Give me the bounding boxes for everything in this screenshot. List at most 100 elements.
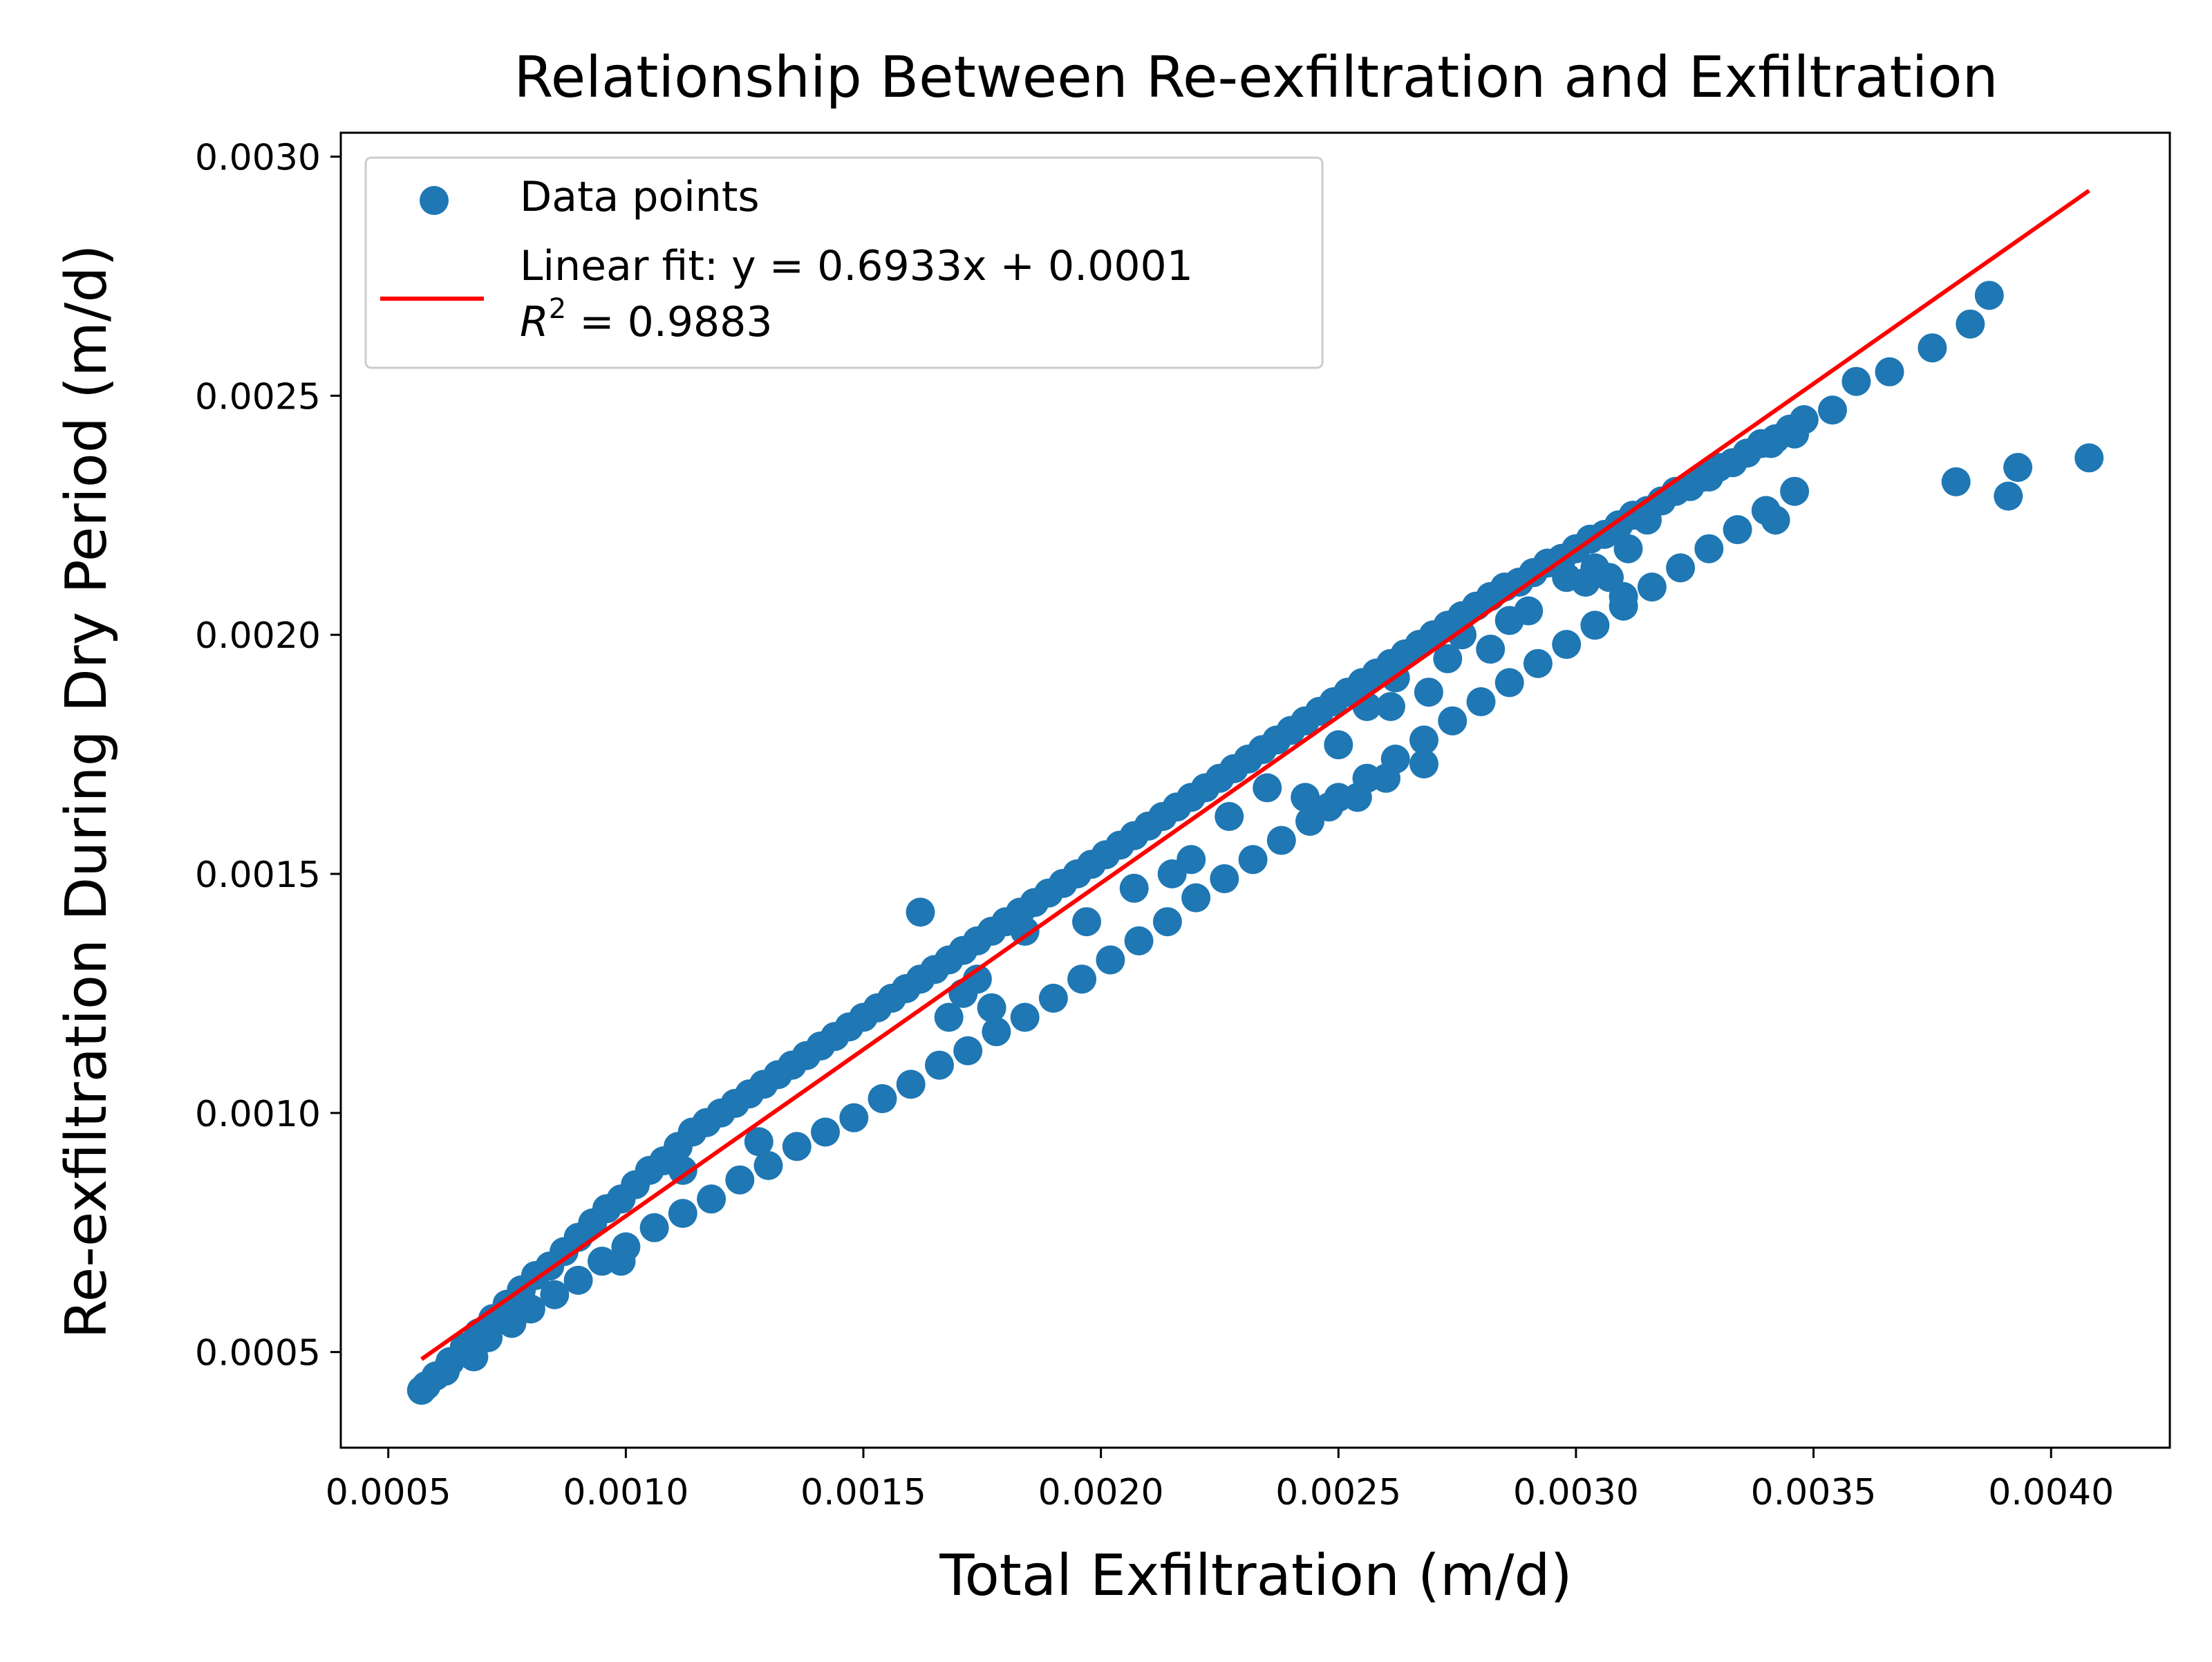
data-point — [1875, 357, 1904, 386]
data-point — [1666, 553, 1696, 583]
data-point — [1780, 419, 1810, 449]
y-tick-label: 0.0005 — [195, 1333, 321, 1374]
x-tick-label: 0.0015 — [800, 1472, 926, 1513]
data-point — [1609, 581, 1638, 611]
data-point — [1633, 505, 1662, 535]
data-point — [1181, 883, 1211, 913]
data-point — [1371, 763, 1400, 793]
plot-area-frame — [339, 131, 2171, 1449]
data-point — [1552, 630, 1582, 660]
data-point — [982, 1017, 1011, 1047]
data-point — [753, 1150, 783, 1180]
data-point — [1918, 333, 1947, 363]
data-point — [1723, 515, 1752, 545]
data-point — [1494, 668, 1524, 698]
data-point — [1613, 534, 1643, 563]
x-tick-label: 0.0035 — [1751, 1472, 1877, 1513]
data-point — [1956, 309, 1985, 339]
data-point — [1096, 945, 1125, 975]
x-tick-label: 0.0005 — [326, 1472, 451, 1513]
data-point — [1215, 802, 1244, 831]
legend: Data points Linear fit: y = 0.6933x + 0.… — [364, 156, 1324, 369]
data-point — [1409, 749, 1438, 778]
data-point — [1124, 926, 1154, 955]
data-point — [606, 1246, 636, 1276]
data-point — [839, 1103, 869, 1132]
x-tick-label: 0.0010 — [563, 1472, 688, 1513]
data-point — [516, 1294, 545, 1324]
data-point — [1694, 463, 1724, 492]
data-point — [1974, 281, 2004, 310]
legend-label-data-points: Data points — [520, 173, 760, 221]
data-point — [1119, 873, 1149, 903]
data-point — [1818, 395, 1847, 425]
data-point — [1580, 610, 1610, 640]
data-point — [868, 1084, 897, 1114]
data-point — [1756, 429, 1785, 458]
y-axis-label: Re-exfiltration During Dry Period (m/d) — [54, 245, 120, 1339]
data-point — [1210, 864, 1239, 893]
x-tick-label: 0.0030 — [1513, 1472, 1639, 1513]
data-point — [1780, 476, 1810, 506]
x-tick-label: 0.0020 — [1038, 1472, 1164, 1513]
data-point — [896, 1070, 926, 1099]
r-squared-value: = 0.9883 — [566, 298, 772, 346]
r-squared-symbol: R — [520, 298, 549, 346]
data-point — [1177, 845, 1206, 875]
data-point — [1841, 366, 1871, 396]
data-point — [1253, 773, 1282, 803]
data-point — [953, 1036, 983, 1065]
data-point — [1414, 678, 1443, 707]
data-point — [1514, 596, 1544, 626]
data-point — [1038, 983, 1068, 1013]
plot-data-layer — [406, 189, 2104, 1405]
data-point — [668, 1155, 697, 1185]
data-point — [962, 964, 992, 994]
data-point — [1694, 534, 1724, 563]
data-point — [811, 1117, 840, 1147]
data-point — [977, 993, 1006, 1023]
y-tick-label: 0.0010 — [195, 1094, 321, 1135]
data-point — [1010, 917, 1040, 946]
y-tick-label: 0.0020 — [195, 615, 321, 657]
y-tick-label: 0.0030 — [195, 138, 321, 179]
data-point — [2003, 453, 2033, 483]
data-point — [563, 1265, 593, 1295]
data-point — [1994, 481, 2023, 511]
data-point — [744, 1127, 774, 1157]
data-point — [1067, 964, 1097, 994]
data-point — [1637, 572, 1667, 602]
data-point — [1314, 792, 1344, 822]
y-tick-label: 0.0025 — [195, 376, 321, 418]
data-point — [668, 1199, 697, 1229]
data-point — [1447, 620, 1477, 650]
data-point — [925, 1050, 954, 1080]
data-point — [2074, 443, 2104, 473]
data-point — [459, 1342, 489, 1372]
data-point — [1433, 644, 1463, 673]
data-point — [1409, 725, 1438, 755]
data-point — [906, 897, 935, 927]
r-squared-exponent: 2 — [549, 293, 566, 325]
legend-marker-data-points — [420, 186, 449, 215]
data-point — [1438, 706, 1468, 736]
chart-title: Relationship Between Re-exfiltration and… — [514, 45, 1998, 111]
x-axis-label: Total Exfiltration (m/d) — [939, 1543, 1572, 1609]
data-point — [725, 1165, 755, 1195]
data-point — [1941, 467, 1971, 496]
data-point — [1010, 1002, 1040, 1032]
x-axis: 0.0005 0.0010 0.0015 0.0020 0.0025 0.0030 0.00… — [326, 1448, 2114, 1513]
x-tick-label: 0.0025 — [1275, 1472, 1401, 1513]
legend-box — [364, 156, 1324, 369]
data-point — [1376, 692, 1405, 721]
data-point — [1324, 730, 1353, 760]
data-point — [1152, 907, 1182, 937]
data-point — [1238, 845, 1268, 875]
data-point — [1342, 783, 1372, 812]
data-point — [1266, 825, 1296, 855]
y-axis: 0.0005 0.0010 0.0015 0.0020 0.0025 0.0030 — [195, 138, 341, 1374]
data-point — [934, 1002, 964, 1032]
data-point — [782, 1132, 812, 1161]
